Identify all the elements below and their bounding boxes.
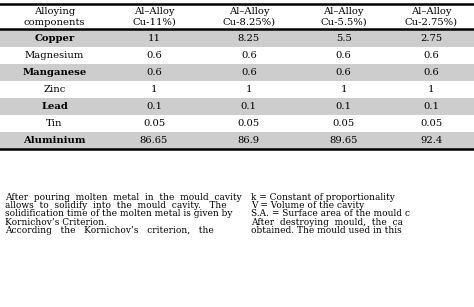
Text: 1: 1 [428, 85, 435, 94]
Text: 92.4: 92.4 [420, 136, 443, 145]
Text: obtained. The mould used in this: obtained. The mould used in this [251, 226, 402, 235]
Text: 8.25: 8.25 [238, 33, 260, 43]
Text: 11: 11 [147, 33, 161, 43]
Text: Zinc: Zinc [43, 85, 66, 94]
Text: 2.75: 2.75 [420, 33, 442, 43]
Text: According   the   Kornichov’s   criterion,   the: According the Kornichov’s criterion, the [5, 226, 213, 235]
Text: 0.6: 0.6 [336, 51, 352, 60]
Text: 0.6: 0.6 [336, 68, 352, 77]
Text: 0.1: 0.1 [423, 102, 439, 111]
Text: Al–Alloy
Cu-11%): Al–Alloy Cu-11%) [132, 6, 176, 27]
Text: Tin: Tin [46, 119, 63, 128]
Text: 0.05: 0.05 [420, 119, 442, 128]
Text: 0.6: 0.6 [423, 68, 439, 77]
Text: allows  to  solidify  into  the  mould  cavity.   The: allows to solidify into the mould cavity… [5, 201, 227, 210]
Text: V = Volume of the cavity: V = Volume of the cavity [251, 201, 365, 210]
Text: 0.05: 0.05 [238, 119, 260, 128]
Text: After  pouring  molten  metal  in  the  mould  cavity: After pouring molten metal in the mould … [5, 193, 241, 202]
Text: 0.6: 0.6 [241, 68, 257, 77]
Text: solidification time of the molten metal is given by: solidification time of the molten metal … [5, 209, 232, 219]
Text: 0.05: 0.05 [143, 119, 165, 128]
Bar [0, 4, 474, 29]
Text: Al–Alloy
Cu-5.5%): Al–Alloy Cu-5.5%) [320, 6, 367, 27]
Text: 5.5: 5.5 [336, 33, 352, 43]
Bar [0, 115, 474, 132]
Text: Al–Alloy
Cu-2.75%): Al–Alloy Cu-2.75%) [405, 6, 458, 27]
Text: 0.6: 0.6 [146, 51, 162, 60]
Text: 0.6: 0.6 [146, 68, 162, 77]
Text: 0.6: 0.6 [423, 51, 439, 60]
Text: 0.1: 0.1 [146, 102, 162, 111]
Text: 0.6: 0.6 [241, 51, 257, 60]
Text: 0.05: 0.05 [333, 119, 355, 128]
Text: Kornichov’s Criterion.: Kornichov’s Criterion. [5, 218, 107, 227]
Text: Manganese: Manganese [22, 68, 87, 77]
Text: 1: 1 [340, 85, 347, 94]
Bar [0, 64, 474, 81]
Bar [0, 29, 474, 47]
Text: Alloying
components: Alloying components [24, 6, 85, 27]
Text: 0.1: 0.1 [241, 102, 257, 111]
Text: Lead: Lead [41, 102, 68, 111]
Text: 0.1: 0.1 [336, 102, 352, 111]
Text: After  destroying  mould,  the  ca: After destroying mould, the ca [251, 218, 403, 227]
Text: 89.65: 89.65 [329, 136, 358, 145]
Bar [0, 81, 474, 98]
Text: 1: 1 [151, 85, 157, 94]
Text: S.A. = Surface area of the mould c: S.A. = Surface area of the mould c [251, 209, 410, 219]
Text: Al–Alloy
Cu-8.25%): Al–Alloy Cu-8.25%) [222, 6, 275, 27]
Text: k = Constant of proportionality: k = Constant of proportionality [251, 193, 395, 202]
Bar [0, 47, 474, 64]
Text: Magnesium: Magnesium [25, 51, 84, 60]
Text: Aluminium: Aluminium [23, 136, 86, 145]
Text: 86.9: 86.9 [238, 136, 260, 145]
Bar [0, 132, 474, 150]
Text: 1: 1 [246, 85, 252, 94]
Text: Copper: Copper [35, 33, 74, 43]
Text: 86.65: 86.65 [140, 136, 168, 145]
Bar [0, 98, 474, 115]
